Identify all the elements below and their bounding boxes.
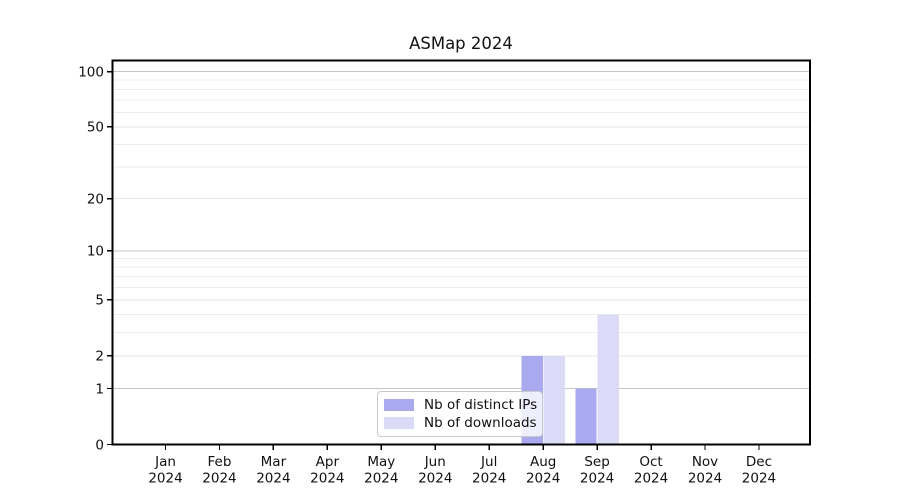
- bar-nb-of-downloads-sep-2024: [597, 314, 619, 445]
- y-tick-label-1: 1: [95, 381, 104, 397]
- x-tick-label-jan-2024: Jan 2024: [148, 454, 182, 487]
- y-tick-label-100: 100: [78, 64, 104, 80]
- y-tick-label-10: 10: [87, 244, 104, 260]
- y-tick-label-20: 20: [87, 191, 104, 207]
- x-tick-label-oct-2024: Oct 2024: [634, 454, 668, 487]
- axes-spines: [111, 59, 811, 446]
- x-tick-label-may-2024: May 2024: [364, 454, 398, 487]
- legend: Nb of distinct IPs Nb of downloads: [377, 391, 543, 437]
- chart-title: ASMap 2024: [409, 34, 513, 53]
- legend-label-downloads: Nb of downloads: [424, 415, 537, 431]
- x-tick-label-mar-2024: Mar 2024: [256, 454, 290, 487]
- legend-item-distinct-ips: Nb of distinct IPs: [384, 397, 538, 413]
- x-tick-label-nov-2024: Nov 2024: [688, 454, 722, 487]
- y-tick-label-5: 5: [95, 293, 104, 309]
- legend-item-downloads: Nb of downloads: [384, 415, 537, 431]
- bar-nb-of-downloads-aug-2024: [543, 355, 565, 445]
- x-tick-label-sep-2024: Sep 2024: [580, 454, 614, 487]
- legend-swatch-downloads-icon: [384, 417, 414, 429]
- legend-label-distinct-ips: Nb of distinct IPs: [424, 397, 538, 413]
- y-tick-label-2: 2: [95, 349, 104, 365]
- x-tick-label-jul-2024: Jul 2024: [472, 454, 506, 487]
- x-tick-label-dec-2024: Dec 2024: [742, 454, 776, 487]
- y-tick-label-0: 0: [95, 437, 104, 453]
- y-tick-label-50: 50: [87, 120, 104, 136]
- x-tick-label-feb-2024: Feb 2024: [202, 454, 236, 487]
- bar-nb-of-distinct-ips-sep-2024: [575, 388, 597, 445]
- x-tick-label-apr-2024: Apr 2024: [310, 454, 344, 487]
- legend-swatch-distinct-ips-icon: [384, 399, 414, 411]
- x-tick-label-jun-2024: Jun 2024: [418, 454, 452, 487]
- x-tick-label-aug-2024: Aug 2024: [526, 454, 560, 487]
